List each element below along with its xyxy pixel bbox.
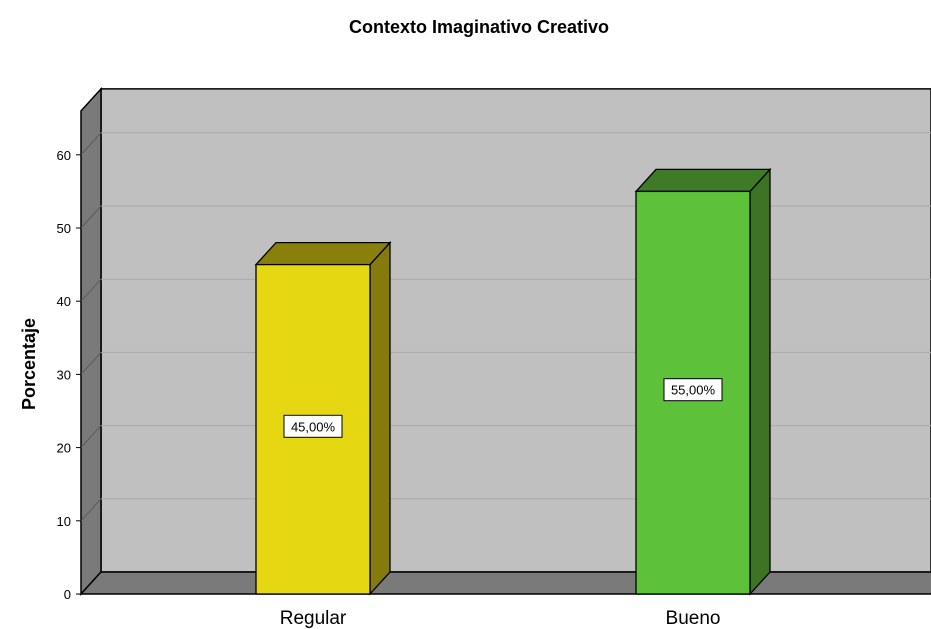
gridline-side <box>80 205 102 229</box>
data-label: 55,00% <box>671 383 716 398</box>
chart-title: Contexto Imaginativo Creativo <box>349 17 609 37</box>
bar-side <box>369 240 391 596</box>
y-axis-ticks: 0 10 20 30 40 50 60 <box>57 148 81 602</box>
y-tick-label: 40 <box>57 294 71 309</box>
bar-top <box>254 241 392 266</box>
bar-top <box>634 168 772 193</box>
floor <box>79 571 931 595</box>
y-tick-label: 0 <box>64 587 71 602</box>
gridline-side <box>80 498 102 522</box>
y-tick-label: 50 <box>57 221 71 236</box>
gridline-side <box>80 278 102 302</box>
data-label: 45,00% <box>291 419 336 434</box>
bar-regular: 45,00% <box>254 240 392 596</box>
gridline-side <box>80 132 102 156</box>
y-tick-label: 30 <box>57 367 71 382</box>
bar-side <box>749 167 771 596</box>
gridlines <box>80 132 931 522</box>
gridline-side <box>80 352 102 375</box>
plot-walls <box>79 86 931 596</box>
back-wall <box>100 88 931 573</box>
y-tick-label: 10 <box>57 514 71 529</box>
data-label-box <box>283 414 343 438</box>
gridline-side <box>80 425 102 448</box>
category-labels: Regular Bueno <box>280 608 721 629</box>
category-label: Bueno <box>666 608 721 629</box>
category-label: Regular <box>280 608 347 629</box>
bars: 45,00% 55,00% <box>254 167 772 596</box>
data-label-box <box>663 378 723 402</box>
y-axis-label: Porcentaje <box>19 318 39 410</box>
bar-bueno: 55,00% <box>634 167 772 596</box>
y-tick-label: 60 <box>57 148 71 163</box>
y-tick-label: 20 <box>57 441 71 456</box>
